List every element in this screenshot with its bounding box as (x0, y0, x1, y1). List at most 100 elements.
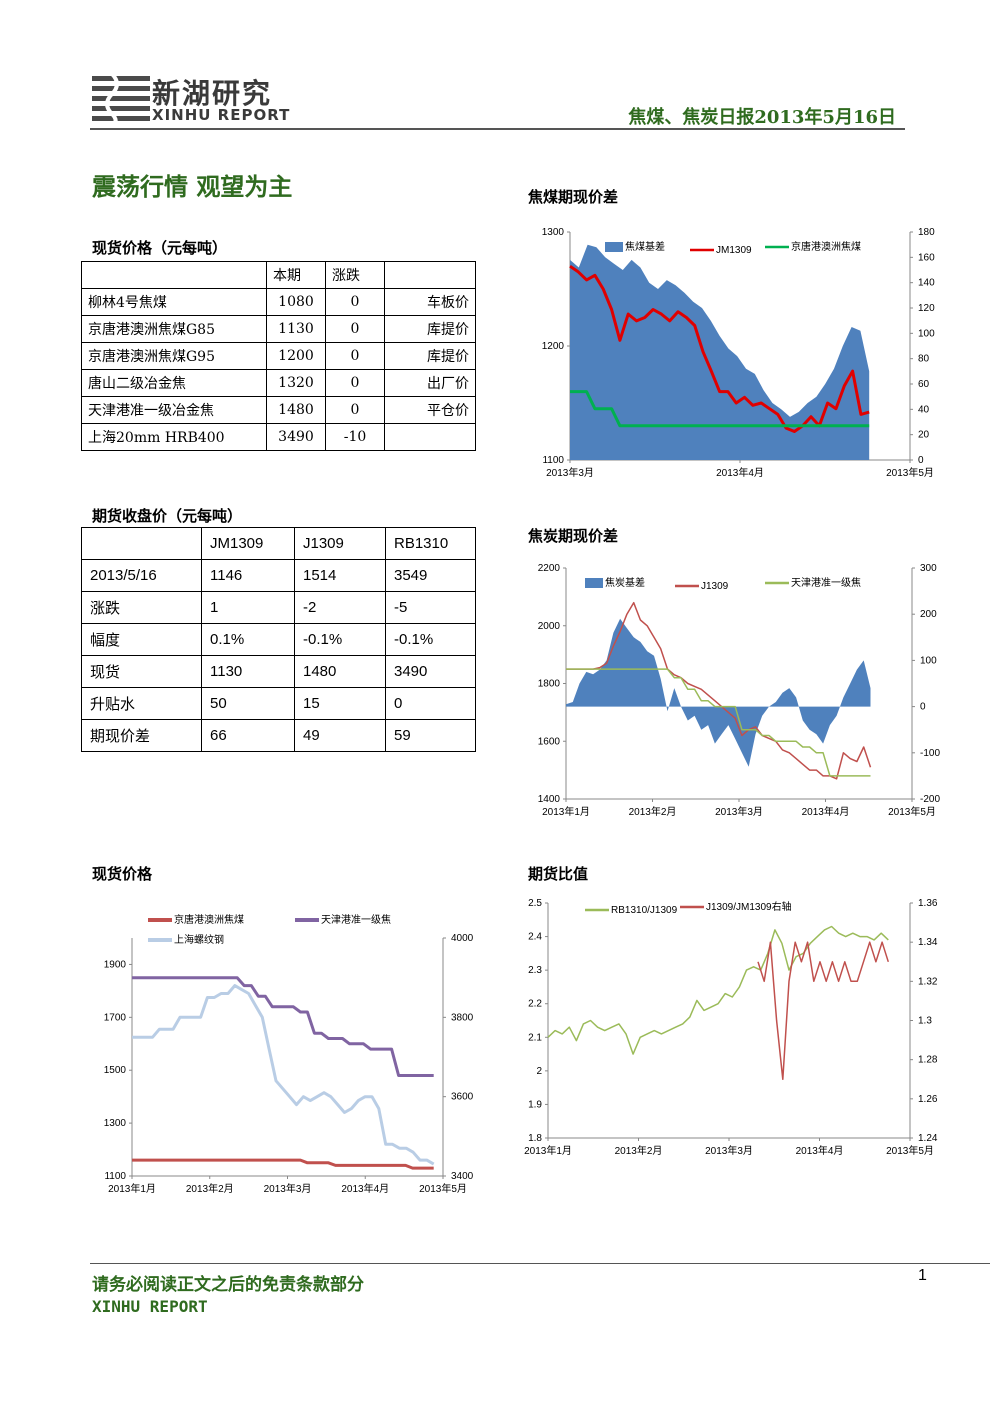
table-cell: 0 (325, 288, 385, 316)
table-header: RB1310 (385, 527, 476, 560)
table-cell: 1514 (294, 559, 386, 592)
legend-label: 京唐港澳洲焦煤 (791, 240, 861, 253)
coke-basis-chart: 1400 1600 1800 2000 2200 -200 -100 0 100 200 300 20… (538, 563, 941, 818)
x-tick-label: 2013年4月 (796, 1144, 844, 1157)
main-title: 震荡行情 观望为主 (92, 172, 293, 201)
table-row: 京唐港澳洲焦煤G85 1130 0 库提价 (81, 315, 476, 343)
table-header: JM1309 (201, 527, 295, 560)
table-cell: 2013/5/16 (81, 559, 202, 592)
y-tick-label-right: 0 (920, 702, 926, 713)
legend-swatch (585, 578, 603, 588)
y-tick-label-right: 300 (920, 563, 937, 574)
y-tick-label-right: 100 (918, 328, 935, 339)
table-row: 现货 1130 1480 3490 (81, 655, 476, 688)
table-cell: 出厂价 (384, 369, 476, 397)
y-tick-label-left: 1.8 (528, 1133, 542, 1144)
table-row: 升贴水 50 15 0 (81, 687, 476, 720)
y-tick-label-right: 100 (920, 655, 937, 666)
table-row: 柳林4号焦煤 1080 0 车板价 (81, 288, 476, 316)
table-cell: 唐山二级冶金焦 (81, 369, 267, 397)
y-tick-label-right: 200 (920, 609, 937, 620)
futures-table: JM1309 J1309 RB1310 2013/5/16 1146 1514 … (81, 527, 476, 752)
table-cell: 66 (201, 719, 295, 752)
y-tick-label-left: 1100 (542, 455, 564, 466)
x-tick-label: 2013年3月 (715, 805, 763, 818)
chart-title-futures-ratio: 期货比值 (528, 865, 589, 883)
table-cell: 平仓价 (384, 396, 476, 424)
y-tick-label-right: 3600 (451, 1092, 474, 1103)
table-cell: -0.1% (385, 623, 476, 656)
table-row: 2013/5/16 1146 1514 3549 (81, 559, 476, 592)
legend-label: 上海螺纹钢 (174, 933, 224, 946)
legend-label: JM1309 (716, 245, 752, 256)
table-header: 本期 (266, 261, 326, 289)
footer-disclaimer: 请务必阅读正文之后的免责条款部分 (92, 1275, 364, 1295)
table-cell: 库提价 (384, 315, 476, 343)
header-rule (90, 128, 905, 130)
spot-section-title: 现货价格（元每吨） (92, 239, 228, 257)
y-tick-label-right: 1.34 (918, 937, 938, 948)
y-tick-label-left: 2.1 (528, 1032, 542, 1043)
table-cell: 3490 (266, 423, 326, 451)
spot-price-table: 本期 涨跌 柳林4号焦煤 1080 0 车板价 京唐港澳洲焦煤G85 1130 … (81, 261, 476, 451)
series-line (566, 668, 871, 777)
table-cell: 涨跌 (81, 591, 202, 624)
table-cell: 0 (325, 369, 385, 397)
y-tick-label-right: 20 (918, 430, 930, 441)
logo: 新湖研究 XINHU REPORT (92, 72, 292, 126)
table-row: 唐山二级冶金焦 1320 0 出厂价 (81, 369, 476, 397)
report-title: 焦煤、焦炭日报2013年5月16日 (628, 107, 896, 128)
series-area (570, 244, 870, 460)
y-tick-label-right: 1.3 (918, 1016, 932, 1027)
table-cell: 柳林4号焦煤 (81, 288, 267, 316)
table-cell: 0 (325, 315, 385, 343)
table-cell: 15 (294, 687, 386, 720)
x-tick-label: 2013年1月 (542, 805, 590, 818)
table-cell: 1 (201, 591, 295, 624)
y-tick-label-left: 1300 (104, 1118, 127, 1129)
table-cell: -0.1% (294, 623, 386, 656)
table-cell: 0 (385, 687, 476, 720)
x-tick-label: 2013年4月 (802, 805, 850, 818)
y-tick-label-right: 1.32 (918, 976, 938, 987)
table-cell: -2 (294, 591, 386, 624)
x-tick-label: 2013年5月 (888, 805, 936, 818)
y-tick-label-right: 60 (918, 379, 930, 390)
legend-label: 天津港准一级焦 (791, 576, 861, 589)
y-tick-label-left: 1200 (542, 341, 565, 352)
x-tick-label: 2013年5月 (419, 1182, 467, 1195)
table-cell: 1146 (201, 559, 295, 592)
table-cell: 1130 (201, 655, 295, 688)
series-line (570, 390, 870, 428)
table-cell (81, 527, 202, 560)
x-tick-label: 2013年1月 (524, 1144, 572, 1157)
y-tick-label-right: 180 (918, 227, 935, 238)
chart-title-spot-price: 现货价格 (92, 865, 153, 883)
table-row: 涨跌 1 -2 -5 (81, 591, 476, 624)
table-cell: 1130 (266, 315, 326, 343)
y-tick-label-right: -200 (920, 794, 940, 805)
footer-brand: XINHU REPORT (92, 1297, 208, 1316)
table-cell: 3490 (385, 655, 476, 688)
table-cell: 1480 (294, 655, 386, 688)
x-tick-label: 2013年2月 (629, 805, 677, 818)
x-tick-label: 2013年2月 (615, 1144, 663, 1157)
y-tick-label-left: 1800 (538, 679, 561, 690)
table-cell: 1320 (266, 369, 326, 397)
legend-label: RB1310/J1309 (611, 905, 678, 916)
table-header: J1309 (294, 527, 386, 560)
table-cell: 49 (294, 719, 386, 752)
table-cell (384, 423, 476, 451)
y-tick-label-right: 4000 (451, 933, 474, 944)
logo-cn: 新湖研究 (152, 77, 273, 110)
series-line (132, 984, 435, 1166)
legend-label: 焦炭基差 (605, 576, 645, 589)
table-cell: 天津港准一级冶金焦 (81, 396, 267, 424)
coking-coal-basis-chart: 1100 1200 1300 0 20 40 60 80 100 120 140 160 180 2013… (542, 227, 935, 479)
table-header-row: JM1309 J1309 RB1310 (81, 527, 476, 560)
x-tick-label: 2013年3月 (705, 1144, 753, 1157)
table-cell: 京唐港澳洲焦煤G95 (81, 342, 267, 370)
table-row: 期现价差 66 49 59 (81, 719, 476, 752)
y-tick-label-right: 0 (918, 455, 924, 466)
table-row: 天津港准一级冶金焦 1480 0 平仓价 (81, 396, 476, 424)
